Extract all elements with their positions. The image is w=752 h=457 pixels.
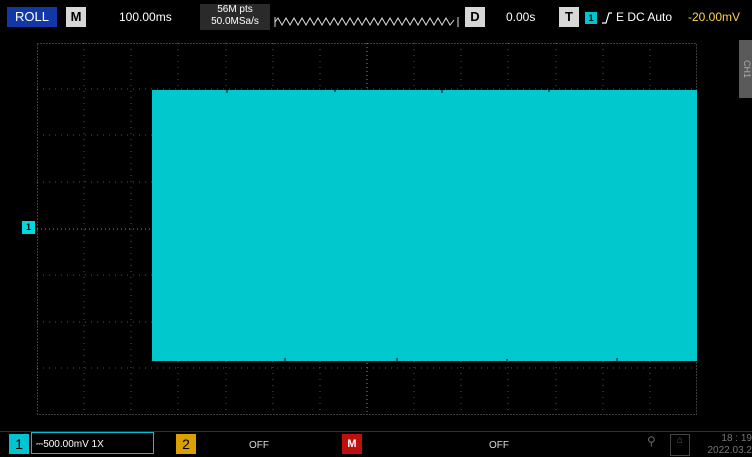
side-menu-tab[interactable]: CH1 [739,40,752,98]
trigger-source-badge: 1 [585,12,597,24]
acquisition-info: 56M pts 50.0MSa/s [200,4,270,30]
clock-date: 2022.03.2 [707,445,752,456]
delay-value[interactable]: 0.00s [506,10,536,24]
math-badge[interactable]: M [342,434,362,454]
memory-depth: 56M pts [217,4,253,15]
bottom-status-bar [0,431,752,457]
ch2-number-badge[interactable]: 2 [176,434,196,454]
usb-icon: ⚲ [647,434,656,448]
ch1-waveform-trace [152,90,697,361]
bottom-divider [0,431,752,432]
dc-coupling-icon: ⎓ [36,439,44,449]
ch1-offset-marker[interactable]: 1 [22,221,35,234]
clock-time: 18 : 19 [721,433,752,444]
ch1-settings-text: 500.00mV 1X [43,439,104,450]
sample-rate: 50.0MSa/s [211,16,259,27]
datetime-display: 18 : 19 2022.03.2 [706,433,752,457]
ch2-state[interactable]: OFF [249,440,269,451]
network-icon: ⌂ [670,434,690,456]
trigger-menu-button[interactable]: T [559,7,579,27]
trigger-level[interactable]: -20.00mV [688,10,741,24]
top-status-bar: ROLL M 100.00ms 56M pts 50.0MSa/s D 0.00… [0,0,752,34]
waveform-display [37,43,697,415]
timebase-value[interactable]: 100.00ms [119,10,172,24]
rising-edge-icon [602,12,612,24]
ch1-settings-box[interactable]: ⎓500.00mV 1X [31,432,154,454]
ch1-number-badge[interactable]: 1 [9,434,29,454]
memory-waveform-icon [274,16,459,27]
delay-menu-button[interactable]: D [465,7,485,27]
math-state[interactable]: OFF [489,440,509,451]
trigger-settings[interactable]: E DC Auto [616,10,673,24]
horizontal-menu-button[interactable]: M [66,7,86,27]
run-mode-button[interactable]: ROLL [7,7,57,27]
